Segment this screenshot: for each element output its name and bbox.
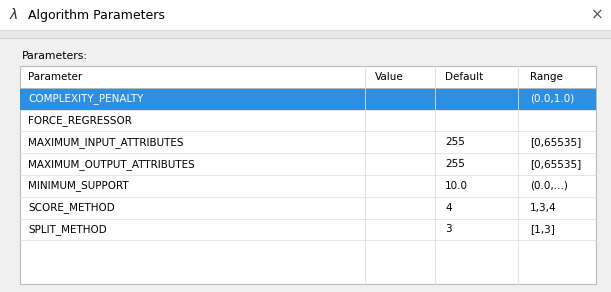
Text: (0.0,1.0): (0.0,1.0) <box>530 94 574 104</box>
Text: 3: 3 <box>445 225 452 234</box>
Text: Value: Value <box>375 72 404 82</box>
Text: Parameter: Parameter <box>28 72 82 82</box>
Text: 255: 255 <box>445 159 465 169</box>
Text: Parameters:: Parameters: <box>22 51 88 61</box>
Text: MAXIMUM_OUTPUT_ATTRIBUTES: MAXIMUM_OUTPUT_ATTRIBUTES <box>28 159 195 170</box>
Text: Range: Range <box>530 72 563 82</box>
Bar <box>20 66 596 284</box>
Bar <box>0 30 611 38</box>
Text: 255: 255 <box>445 137 465 147</box>
Text: Algorithm Parameters: Algorithm Parameters <box>28 8 165 22</box>
Text: [0,65535]: [0,65535] <box>530 159 581 169</box>
Text: [0,65535]: [0,65535] <box>530 137 581 147</box>
Text: 4: 4 <box>445 203 452 213</box>
Text: [1,3]: [1,3] <box>530 225 555 234</box>
Bar <box>20 88 596 110</box>
Text: FORCE_REGRESSOR: FORCE_REGRESSOR <box>28 115 132 126</box>
Text: MINIMUM_SUPPORT: MINIMUM_SUPPORT <box>28 180 129 191</box>
Text: SCORE_METHOD: SCORE_METHOD <box>28 202 115 213</box>
Text: Default: Default <box>445 72 483 82</box>
Text: MAXIMUM_INPUT_ATTRIBUTES: MAXIMUM_INPUT_ATTRIBUTES <box>28 137 183 148</box>
Text: SPLIT_METHOD: SPLIT_METHOD <box>28 224 107 235</box>
Text: λ: λ <box>10 8 18 22</box>
Text: COMPLEXITY_PENALTY: COMPLEXITY_PENALTY <box>28 93 144 104</box>
Text: ×: × <box>591 8 604 22</box>
Text: 10.0: 10.0 <box>445 181 468 191</box>
Text: (0.0,...): (0.0,...) <box>530 181 568 191</box>
Bar <box>0 0 611 30</box>
Text: 1,3,4: 1,3,4 <box>530 203 557 213</box>
